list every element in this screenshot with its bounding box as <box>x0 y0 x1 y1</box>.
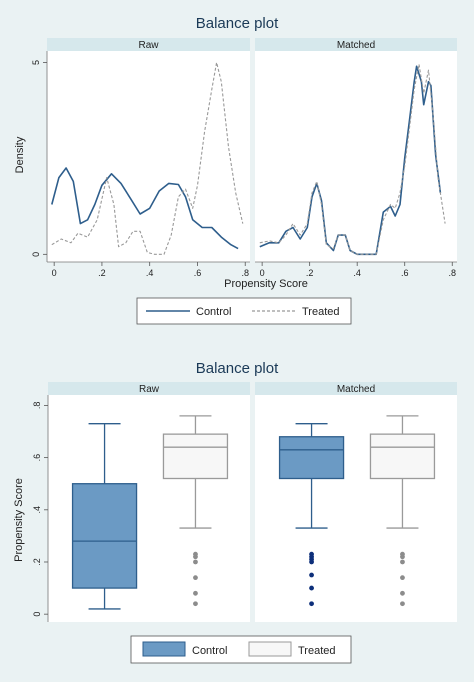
x-tick-label: 0 <box>260 268 265 278</box>
chart-title: Balance plot <box>196 15 279 32</box>
outlier-point <box>400 559 405 565</box>
outlier-point <box>193 554 198 560</box>
legend-swatch-control <box>142 641 186 657</box>
panel-strip-label: Raw <box>139 384 160 395</box>
x-tick-label: .4 <box>146 268 154 278</box>
box-iqr <box>278 436 345 480</box>
x-tick-label: .2 <box>98 268 106 278</box>
outlier-point <box>193 601 198 607</box>
y-tick-label: 0 <box>32 612 42 617</box>
box-iqr <box>369 433 436 480</box>
panel-strip <box>255 38 457 51</box>
panel-strip-label: Matched <box>337 40 375 51</box>
panel-raw: Raw 0 .2 .4 .6 .8 <box>32 382 250 622</box>
panel-strip <box>47 38 250 51</box>
x-tick-label: .8 <box>241 268 249 278</box>
plot-area <box>255 395 457 622</box>
x-tick-label: 0 <box>52 268 57 278</box>
x-tick-label: .2 <box>306 268 314 278</box>
outlier-point <box>400 590 405 596</box>
boxplot-balance-figure: Balance plot Propensity Score Raw 0 .2 .4 .6… <box>0 342 474 682</box>
outlier-point <box>309 601 314 607</box>
x-tick-label: .8 <box>448 268 456 278</box>
outlier-point <box>400 575 405 581</box>
outlier-point <box>193 590 198 596</box>
series-line-treated <box>51 61 244 255</box>
density-balance-chart: Balance plot Propensity Score Density Ra… <box>0 0 474 342</box>
plot-panels: Raw 0 .2 .4 .6 .8 Matched <box>32 382 457 622</box>
legend-label-control: Control <box>192 645 227 657</box>
panel-strip <box>255 382 457 395</box>
box-control <box>71 423 138 610</box>
y-tick-label: .2 <box>32 558 42 566</box>
outlier-point <box>309 572 314 578</box>
chart-title: Balance plot <box>196 360 279 377</box>
x-axis-label: Propensity Score <box>224 278 308 290</box>
legend-label-control: Control <box>196 306 231 318</box>
x-tick-label: .6 <box>401 268 409 278</box>
box-treated <box>369 415 436 607</box>
y-tick-label: 5 <box>31 60 41 65</box>
outlier-point <box>309 585 314 591</box>
legend: Control Treated <box>130 635 352 664</box>
legend-label-treated: Treated <box>302 306 340 318</box>
x-tick-label: .4 <box>353 268 361 278</box>
y-tick-label: .8 <box>32 402 42 410</box>
y-tick-label: .6 <box>32 454 42 462</box>
y-tick-label: 0 <box>31 252 41 257</box>
legend-swatch-treated <box>248 641 292 657</box>
legend: Control Treated <box>136 297 352 325</box>
y-axis-label: Density <box>14 136 26 173</box>
panel-strip-label: Matched <box>337 384 375 395</box>
y-tick-label: .4 <box>32 506 42 514</box>
box-treated <box>162 415 229 607</box>
panel-matched: Matched 0 .2 .4 .6 .8 <box>255 38 457 278</box>
series-line-control <box>51 167 239 250</box>
panel-raw: Raw 0 .2 .4 .6 .8 0 5 <box>31 38 250 278</box>
panel-strip <box>48 382 250 395</box>
outlier-point <box>400 554 405 560</box>
outlier-point <box>193 575 198 581</box>
density-balance-figure: Balance plot Propensity Score Density Ra… <box>0 0 474 342</box>
panel-strip-label: Raw <box>138 40 159 51</box>
outlier-point <box>400 601 405 607</box>
plot-area <box>47 51 250 262</box>
legend-label-treated: Treated <box>298 645 336 657</box>
box-iqr <box>71 483 138 589</box>
panel-matched: Matched <box>255 382 457 622</box>
plot-area <box>255 51 457 262</box>
box-control <box>278 423 345 607</box>
y-axis-label: Propensity Score <box>13 478 25 562</box>
x-tick-label: .6 <box>194 268 202 278</box>
outlier-point <box>193 559 198 565</box>
box-iqr <box>162 433 229 480</box>
boxplot-balance-chart: Balance plot Propensity Score Raw 0 .2 .4 .6… <box>0 342 474 682</box>
outlier-point <box>309 559 314 565</box>
series-line-treated <box>259 63 446 255</box>
plot-panels: Raw 0 .2 .4 .6 .8 0 5 Matched 0 .2 .4 .6 .8 <box>31 38 457 278</box>
